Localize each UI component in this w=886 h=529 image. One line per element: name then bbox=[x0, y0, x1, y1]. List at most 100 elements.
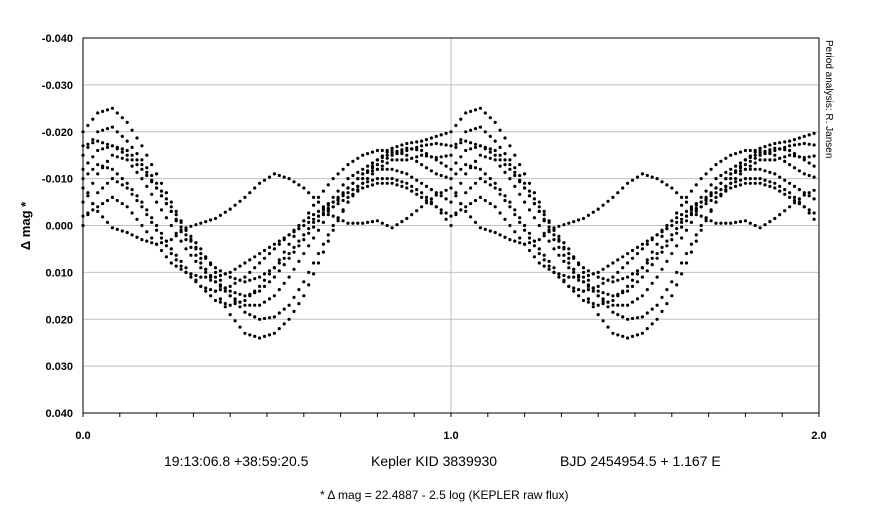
data-point bbox=[508, 158, 512, 162]
data-point bbox=[101, 202, 105, 206]
data-point bbox=[473, 108, 478, 112]
data-point bbox=[390, 148, 394, 153]
data-point bbox=[390, 151, 394, 155]
data-point bbox=[248, 258, 252, 262]
data-point bbox=[557, 272, 561, 276]
data-point bbox=[356, 189, 360, 193]
data-point bbox=[586, 288, 591, 292]
data-point bbox=[395, 145, 399, 149]
data-point bbox=[586, 273, 591, 278]
data-point bbox=[768, 220, 772, 224]
data-point bbox=[218, 288, 222, 292]
data-point bbox=[621, 289, 625, 293]
data-point bbox=[483, 227, 487, 231]
data-point bbox=[493, 181, 497, 185]
data-point bbox=[155, 242, 159, 246]
caption-footnote: * Δ mag = 22.4887 - 2.5 log (KEPLER raw … bbox=[320, 488, 569, 502]
data-point bbox=[120, 229, 124, 233]
data-point bbox=[140, 144, 144, 148]
data-point bbox=[233, 297, 237, 301]
data-point bbox=[444, 175, 448, 179]
data-point bbox=[86, 213, 90, 217]
data-point bbox=[243, 303, 247, 307]
data-point bbox=[753, 148, 757, 153]
data-point bbox=[459, 181, 463, 185]
data-point bbox=[797, 142, 802, 146]
data-point bbox=[699, 228, 703, 232]
data-point bbox=[375, 181, 379, 185]
data-point bbox=[218, 300, 222, 304]
data-point bbox=[243, 310, 247, 314]
data-point bbox=[444, 154, 448, 158]
data-point bbox=[179, 225, 183, 229]
data-point bbox=[464, 139, 468, 143]
data-point bbox=[630, 256, 635, 260]
data-point bbox=[537, 252, 541, 256]
data-point bbox=[680, 272, 684, 276]
data-point bbox=[454, 172, 458, 176]
data-point bbox=[523, 186, 527, 190]
data-point bbox=[145, 184, 149, 188]
data-point bbox=[130, 128, 134, 132]
data-point bbox=[253, 266, 257, 270]
data-point bbox=[287, 256, 291, 260]
data-point bbox=[189, 245, 193, 249]
data-point bbox=[660, 250, 664, 254]
data-point bbox=[135, 170, 139, 174]
data-point bbox=[356, 177, 360, 181]
data-point bbox=[557, 253, 561, 257]
data-point bbox=[449, 153, 453, 157]
data-point bbox=[729, 167, 733, 171]
data-point bbox=[719, 192, 723, 196]
data-point bbox=[169, 200, 173, 204]
data-point bbox=[680, 261, 684, 265]
data-point bbox=[282, 250, 286, 254]
data-point bbox=[709, 198, 713, 203]
data-point bbox=[282, 175, 286, 179]
data-point bbox=[532, 255, 537, 259]
data-point bbox=[297, 223, 301, 228]
data-point bbox=[498, 145, 502, 149]
data-point bbox=[748, 221, 752, 225]
data-point bbox=[233, 277, 237, 281]
data-point bbox=[110, 144, 114, 148]
data-point bbox=[159, 248, 164, 253]
data-point bbox=[277, 173, 281, 178]
data-point bbox=[243, 280, 247, 284]
data-point bbox=[366, 177, 370, 181]
data-point bbox=[763, 169, 767, 173]
data-point bbox=[680, 220, 684, 224]
data-point bbox=[415, 178, 419, 182]
data-point bbox=[606, 199, 610, 203]
data-point bbox=[640, 294, 645, 298]
data-point bbox=[802, 134, 806, 138]
data-point bbox=[783, 178, 787, 182]
data-point bbox=[164, 197, 168, 201]
data-point bbox=[493, 153, 497, 157]
data-point bbox=[238, 305, 242, 309]
data-point bbox=[788, 191, 792, 195]
data-point bbox=[86, 145, 90, 149]
data-point bbox=[130, 211, 134, 215]
data-point bbox=[194, 245, 198, 249]
data-point bbox=[420, 148, 424, 153]
data-point bbox=[420, 195, 424, 199]
data-point bbox=[243, 275, 247, 279]
data-point bbox=[812, 143, 816, 147]
data-point bbox=[135, 217, 139, 221]
data-point bbox=[115, 180, 119, 184]
data-point bbox=[532, 244, 537, 248]
data-point bbox=[307, 211, 311, 215]
data-point bbox=[523, 200, 527, 204]
data-point bbox=[630, 300, 635, 304]
data-point bbox=[611, 331, 615, 335]
data-point bbox=[508, 177, 512, 181]
data-point bbox=[802, 158, 806, 162]
data-point bbox=[635, 245, 640, 249]
data-point bbox=[768, 180, 772, 184]
data-point bbox=[783, 145, 787, 149]
data-point bbox=[488, 183, 492, 187]
data-point bbox=[155, 228, 159, 232]
data-point bbox=[488, 156, 492, 160]
data-point bbox=[150, 192, 154, 196]
